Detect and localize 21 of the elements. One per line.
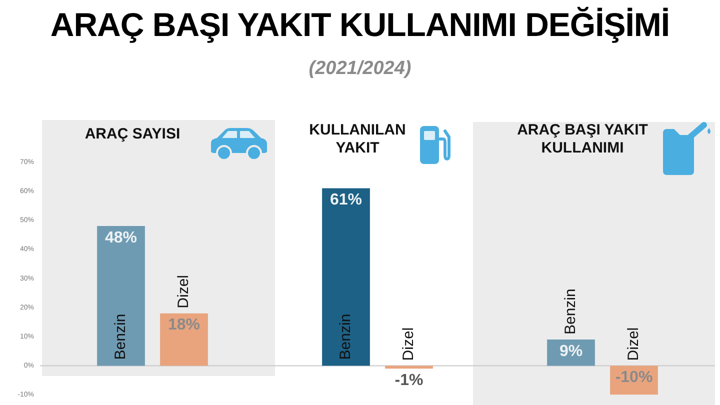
data-label: -1% bbox=[394, 372, 424, 390]
data-label: 48% bbox=[104, 229, 138, 246]
x-tick-label: ARAÇ BAŞI YAKIT KULLANIMI bbox=[517, 122, 648, 157]
x-tick-label: ARAÇ SAYISI bbox=[84, 126, 180, 143]
text: Dizel bbox=[625, 327, 642, 361]
bar bbox=[385, 366, 433, 369]
bar bbox=[322, 188, 370, 366]
data-label: 61% bbox=[330, 192, 362, 209]
data-label: 9% bbox=[559, 342, 583, 360]
chart-title: ARAÇ BAŞI YAKIT KULLANIMI DEĞİŞİMİ bbox=[49, 6, 671, 44]
bar bbox=[160, 313, 208, 366]
chart-subtitle: (2021/2024) bbox=[308, 58, 412, 80]
text: Dizel bbox=[400, 327, 418, 361]
x-tick-label: KULLANILAN YAKIT bbox=[309, 122, 406, 157]
text: Benzin bbox=[562, 288, 580, 335]
text: Benzin bbox=[112, 314, 130, 360]
data-label: -10% bbox=[615, 369, 653, 386]
text: Benzin bbox=[337, 314, 354, 360]
text: Dizel bbox=[175, 274, 192, 308]
data-label: 18% bbox=[168, 316, 200, 334]
bar bbox=[97, 226, 145, 366]
